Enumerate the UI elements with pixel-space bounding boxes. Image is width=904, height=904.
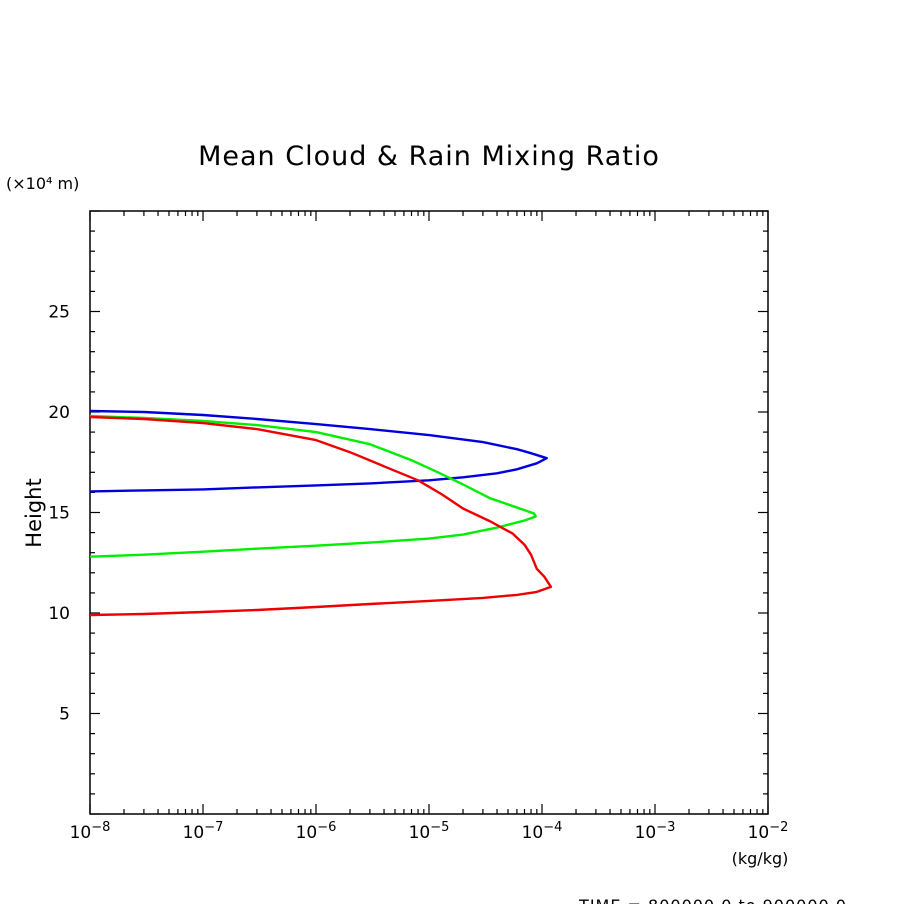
series-line-2 xyxy=(89,414,537,558)
x-tick-label: 10−4 xyxy=(522,820,563,843)
footer-note: TIME = 800000.0 to 900000.0 xyxy=(578,896,847,904)
series-line-1 xyxy=(89,409,548,493)
y-tick-label: 15 xyxy=(48,504,70,524)
y-tick-label: 25 xyxy=(48,303,70,323)
x-tick-label: 10−6 xyxy=(296,820,337,843)
x-axis-label: (kg/kg) xyxy=(732,849,789,868)
y-axis-label: Height xyxy=(22,478,46,547)
series-line-3 xyxy=(89,415,553,617)
x-tick-label: 10−2 xyxy=(748,820,789,843)
x-tick-label: 10−3 xyxy=(635,820,676,843)
x-tick-label: 10−5 xyxy=(409,820,450,843)
y-tick-label: 20 xyxy=(48,403,70,423)
y-tick-label: 10 xyxy=(48,604,70,624)
plot-frame xyxy=(89,210,769,815)
y-unit-label: (×10⁴ m) xyxy=(6,174,79,193)
x-tick-label: 10−7 xyxy=(183,820,224,843)
x-tick-label: 10−8 xyxy=(70,820,111,843)
y-tick-label: 5 xyxy=(59,705,70,725)
chart-title: Mean Cloud & Rain Mixing Ratio xyxy=(198,141,660,172)
plot-area: 5 10 15 20 25 10−8 10−7 10−6 10−5 10−4 10−3 10−2 xyxy=(48,210,789,843)
